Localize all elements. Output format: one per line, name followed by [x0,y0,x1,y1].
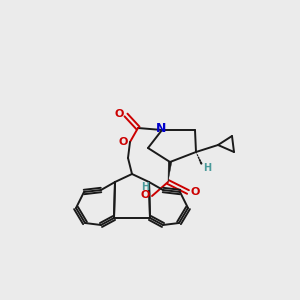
Text: H: H [141,182,149,192]
Text: O: O [140,190,150,200]
Text: O: O [118,137,128,147]
Polygon shape [168,162,172,182]
Text: N: N [156,122,166,136]
Text: O: O [190,187,200,197]
Text: H: H [203,163,211,173]
Text: O: O [114,109,124,119]
